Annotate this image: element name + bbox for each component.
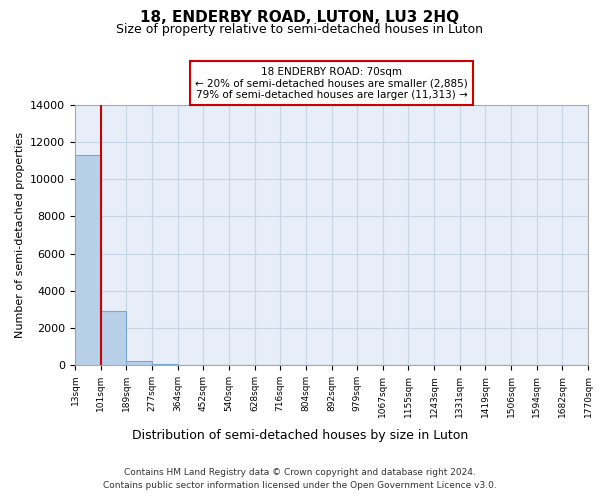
- Text: 18 ENDERBY ROAD: 70sqm
← 20% of semi-detached houses are smaller (2,885)
79% of : 18 ENDERBY ROAD: 70sqm ← 20% of semi-det…: [195, 66, 468, 100]
- Bar: [152, 364, 178, 365]
- Y-axis label: Number of semi-detached properties: Number of semi-detached properties: [14, 132, 25, 338]
- Text: Size of property relative to semi-detached houses in Luton: Size of property relative to semi-detach…: [116, 22, 484, 36]
- Text: Contains public sector information licensed under the Open Government Licence v3: Contains public sector information licen…: [103, 482, 497, 490]
- Text: 18, ENDERBY ROAD, LUTON, LU3 2HQ: 18, ENDERBY ROAD, LUTON, LU3 2HQ: [140, 10, 460, 25]
- Bar: [127, 362, 152, 365]
- Bar: [101, 312, 127, 365]
- Text: Distribution of semi-detached houses by size in Luton: Distribution of semi-detached houses by …: [132, 428, 468, 442]
- Bar: [75, 155, 101, 365]
- Text: Contains HM Land Registry data © Crown copyright and database right 2024.: Contains HM Land Registry data © Crown c…: [124, 468, 476, 477]
